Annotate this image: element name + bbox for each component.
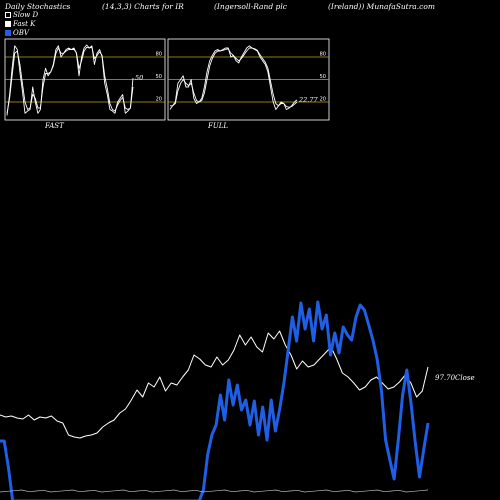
fast-fast-k-line: [6, 44, 134, 116]
legend-swatch: [5, 12, 11, 18]
legend-swatch: [5, 21, 11, 27]
legend-label: OBV: [13, 29, 29, 37]
fast-level-label: 20: [156, 97, 162, 103]
fast-level-label: 50: [156, 74, 162, 80]
company-name: (Ingersoll-Rand plc: [214, 2, 287, 11]
full-level-label: 20: [320, 97, 326, 103]
baseline-trace: [0, 489, 429, 493]
legend-item-slow-d: Slow D: [5, 11, 38, 19]
full-level-label: 50: [320, 74, 326, 80]
legend-item-obv: OBV: [5, 29, 29, 37]
close-value-label: 97.70Close: [435, 374, 475, 382]
obv-line: [0, 300, 430, 500]
full-last-value-label: 22.77: [298, 96, 318, 104]
legend-item-fast-k: Fast K: [5, 20, 35, 28]
fast-level-label: 80: [156, 52, 162, 58]
legend-label: Fast K: [13, 20, 36, 28]
legend-swatch: [5, 30, 11, 36]
fast-last-value-label: 50: [135, 74, 143, 82]
full-fast-k-line: [169, 45, 298, 110]
site-name: (Ireland)) MunafaSutra.com: [328, 2, 435, 11]
chart-title: Daily Stochastics: [5, 2, 71, 11]
fast-slow-d-line: [6, 46, 134, 114]
full-level-label: 80: [320, 52, 326, 58]
full-panel-title: FULL: [207, 122, 228, 130]
chart-params: (14,3,3) Charts for IR: [102, 2, 184, 11]
close-price-line: [0, 330, 429, 439]
legend-label: Slow D: [13, 11, 39, 19]
fast-panel-title: FAST: [44, 122, 65, 130]
